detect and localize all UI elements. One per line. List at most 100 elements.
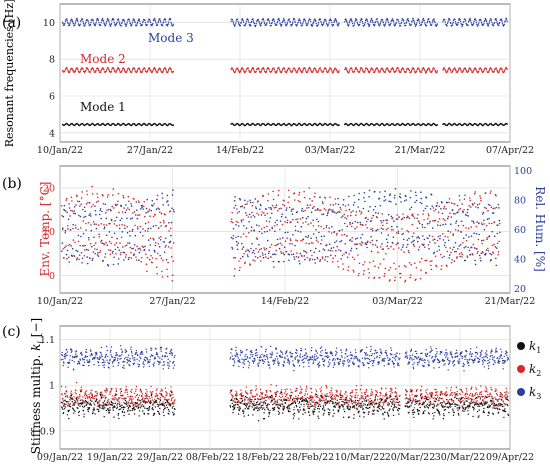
humidity-point <box>236 248 239 251</box>
temperature-point <box>135 256 137 258</box>
freq-point <box>506 123 508 125</box>
temperature-point <box>478 203 481 205</box>
stiffness-point-k3 <box>97 361 100 364</box>
humidity-point <box>290 210 293 212</box>
temperature-point <box>497 254 499 256</box>
temperature-point <box>122 196 125 199</box>
freq-point <box>401 19 403 22</box>
temperature-point <box>102 203 105 205</box>
panel-a-ylabel: Resonant frequencies [Hz] <box>3 0 16 147</box>
freq-point <box>320 22 323 24</box>
humidity-point <box>325 224 328 227</box>
temperature-point <box>169 210 171 212</box>
temperature-point <box>382 248 385 250</box>
temperature-point <box>330 232 333 234</box>
humidity-point <box>391 225 393 228</box>
humidity-point <box>382 228 384 230</box>
stiffness-point-k3 <box>69 355 71 357</box>
humidity-point <box>265 208 267 210</box>
humidity-point <box>160 212 163 215</box>
stiffness-point-k3 <box>125 356 127 359</box>
humidity-point <box>428 234 431 237</box>
freq-point <box>458 17 460 20</box>
temperature-point <box>67 244 70 247</box>
freq-point <box>162 21 165 23</box>
temperature-point <box>92 221 95 223</box>
temperature-point <box>144 230 147 232</box>
stiffness-point-k3 <box>281 356 283 358</box>
humidity-point <box>165 237 167 240</box>
stiffness-point-k3 <box>270 356 273 358</box>
stiffness-point-k3 <box>373 353 376 355</box>
freq-point <box>128 19 130 21</box>
stiffness-point-k3 <box>250 350 253 352</box>
freq-point <box>233 23 235 25</box>
freq-point <box>94 25 96 27</box>
temperature-point <box>493 243 495 246</box>
freq-point <box>262 18 264 20</box>
humidity-point <box>402 244 405 246</box>
freq-point <box>250 20 253 23</box>
stiffness-point-k3 <box>426 355 428 358</box>
temperature-point <box>234 268 236 270</box>
temperature-point <box>394 268 397 270</box>
freq-point <box>470 22 472 24</box>
freq-point <box>411 69 413 72</box>
stiffness-point-k3 <box>311 358 313 361</box>
freq-point <box>123 19 125 21</box>
stiffness-point-k3 <box>251 351 253 354</box>
humidity-point <box>245 227 248 229</box>
stiffness-point-k3 <box>321 354 323 356</box>
temperature-point <box>245 235 247 238</box>
humidity-point <box>349 221 351 224</box>
humidity-point <box>464 259 467 262</box>
freq-point <box>503 71 505 74</box>
stiffness-point-k3 <box>107 355 109 358</box>
humidity-point <box>426 223 429 225</box>
temperature-point <box>429 241 431 243</box>
humidity-point <box>375 211 377 214</box>
freq-point <box>362 22 364 25</box>
freq-point <box>297 69 299 71</box>
humidity-point <box>447 230 450 232</box>
stiffness-point-k3 <box>325 355 328 358</box>
freq-point <box>278 19 280 21</box>
temperature-point <box>332 246 335 249</box>
temperature-point <box>139 249 142 251</box>
freq-point <box>467 24 469 26</box>
humidity-point <box>415 199 418 202</box>
freq-point <box>371 17 373 20</box>
stiffness-point-k3 <box>383 360 386 362</box>
stiffness-point-k3 <box>145 351 148 353</box>
stiffness-point-k3 <box>328 359 331 361</box>
stiffness-point-k3 <box>275 348 278 350</box>
stiffness-point-k3 <box>104 355 107 358</box>
stiffness-point-k3 <box>376 351 379 354</box>
stiffness-point-k3 <box>329 362 331 364</box>
stiffness-point-k3 <box>121 354 123 356</box>
humidity-point <box>135 214 137 216</box>
stiffness-point-k3 <box>312 362 315 364</box>
stiffness-point-k3 <box>477 357 479 360</box>
humidity-point <box>460 220 463 223</box>
temperature-point <box>133 211 136 213</box>
humidity-point <box>105 212 107 214</box>
temperature-point <box>315 228 317 231</box>
humidity-point <box>480 252 483 255</box>
freq-point <box>319 18 322 20</box>
temperature-point <box>496 242 499 245</box>
humidity-point <box>276 238 279 241</box>
freq-point <box>120 25 122 27</box>
freq-point <box>338 124 340 126</box>
freq-point <box>123 68 125 70</box>
humidity-point <box>410 206 413 209</box>
stiffness-point-k3 <box>256 352 258 354</box>
humidity-point <box>100 239 103 242</box>
freq-point <box>415 71 417 74</box>
temperature-point <box>139 225 141 228</box>
temperature-point <box>274 244 277 247</box>
freq-point <box>408 23 411 25</box>
stiffness-point-k3 <box>455 349 458 352</box>
temperature-point <box>90 205 93 208</box>
stiffness-point-k3 <box>106 359 108 361</box>
